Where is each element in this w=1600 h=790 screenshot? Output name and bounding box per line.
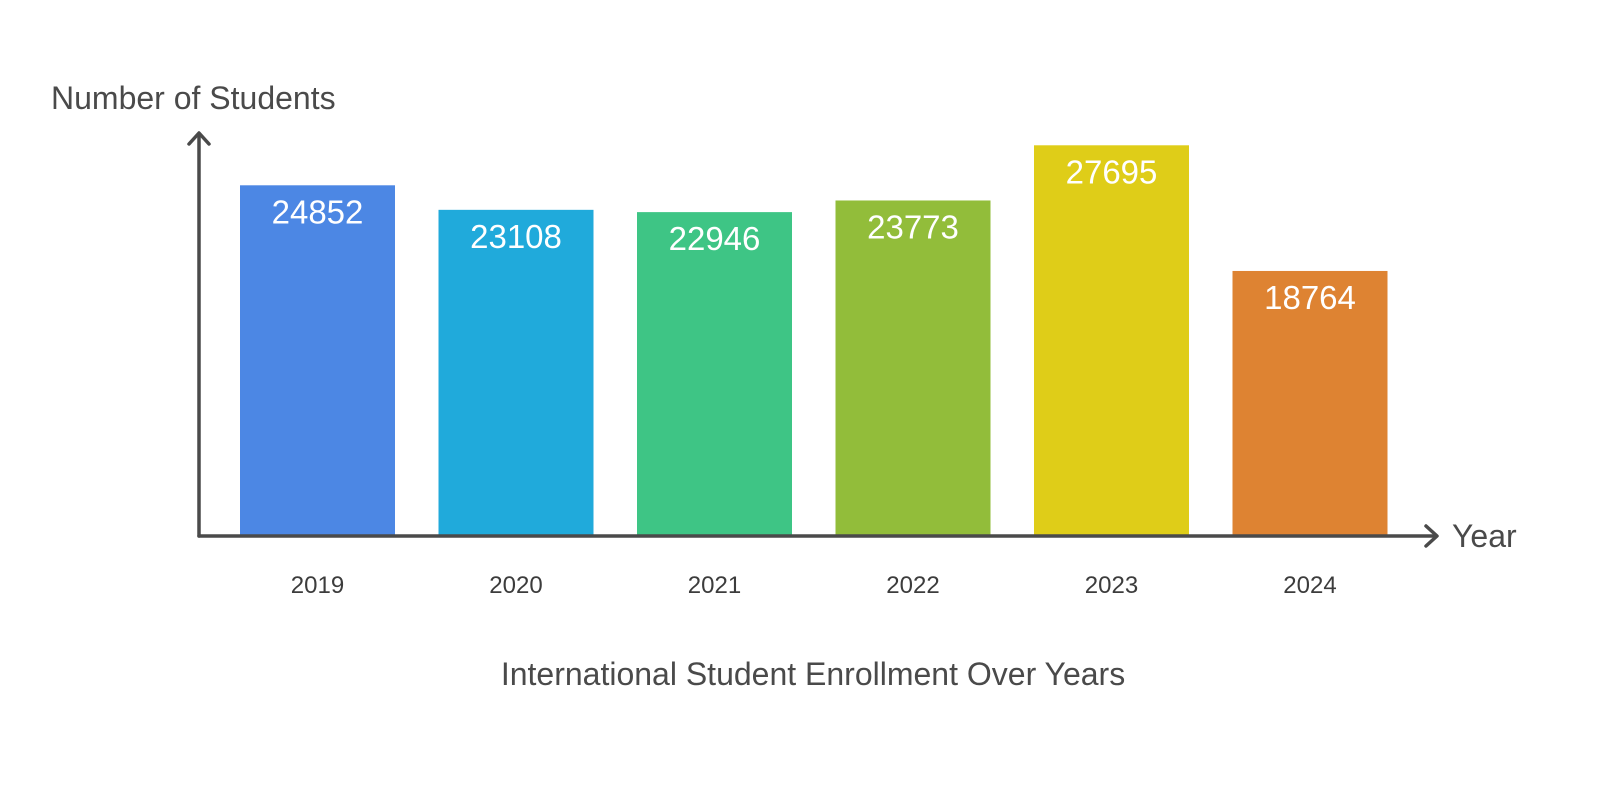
y-axis-arrow-icon	[187, 131, 211, 146]
chart-title: International Student Enrollment Over Ye…	[501, 656, 1125, 692]
data-labels-group: 24852 23108 22946 23773 27695 18764	[272, 153, 1356, 316]
bars-group	[240, 145, 1388, 536]
x-tick-label-2024: 2024	[1283, 572, 1336, 599]
x-axis-arrow-icon	[1424, 524, 1439, 548]
x-tick-label-2023: 2023	[1085, 572, 1138, 599]
bar-2023	[1034, 145, 1189, 535]
x-tick-label-2019: 2019	[291, 572, 344, 599]
x-axis-title: Year	[1452, 518, 1517, 554]
bar-2024	[1232, 270, 1388, 535]
data-label-2020: 23108	[470, 218, 562, 255]
data-label-2019: 24852	[272, 193, 364, 230]
bar-2021	[637, 212, 792, 535]
data-label-2024: 18764	[1264, 279, 1356, 316]
y-axis-title: Number of Students	[51, 80, 336, 116]
bar-2022	[835, 200, 991, 536]
x-tick-label-2021: 2021	[688, 572, 741, 599]
bar-2019	[240, 185, 395, 535]
x-tick-label-2020: 2020	[489, 572, 542, 599]
x-tick-label-2022: 2022	[886, 572, 939, 599]
data-label-2022: 23773	[867, 208, 959, 245]
data-label-2021: 22946	[669, 220, 761, 257]
data-label-2023: 27695	[1066, 153, 1158, 190]
x-tick-labels-group: 2019 2020 2021 2022 2023 2024	[291, 572, 1337, 599]
bar-2020	[438, 209, 594, 535]
